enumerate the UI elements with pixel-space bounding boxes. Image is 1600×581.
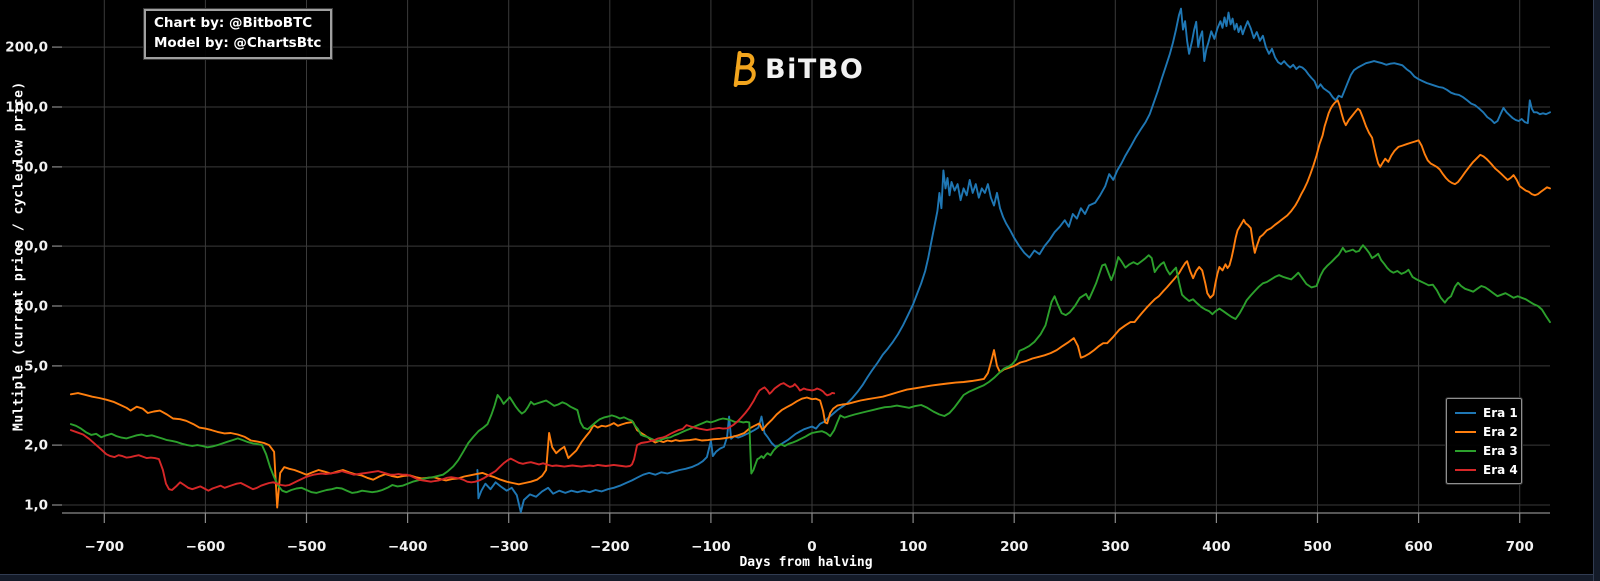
y-tick-label: 5,0 <box>24 358 48 374</box>
bitcoin-b-icon <box>731 50 757 88</box>
x-tick-label: −600 <box>186 539 226 555</box>
x-tick-label: 300 <box>1101 539 1129 555</box>
legend-item-era-4[interactable]: Era 4 <box>1455 463 1518 477</box>
series-line-era-3 <box>69 244 1551 494</box>
legend-label: Era 2 <box>1483 425 1518 439</box>
x-tick-label: 200 <box>1000 539 1028 555</box>
x-tick-label: −400 <box>388 539 428 555</box>
x-tick-label: 600 <box>1405 539 1433 555</box>
legend-item-era-1[interactable]: Era 1 <box>1455 406 1518 420</box>
x-tick-label: −300 <box>489 539 529 555</box>
legend-label: Era 4 <box>1483 463 1518 477</box>
x-tick-label: −100 <box>691 539 731 555</box>
legend-swatch <box>1455 412 1476 414</box>
x-tick-label: 400 <box>1202 539 1230 555</box>
window-bottom-edge <box>0 574 1600 581</box>
legend-swatch <box>1455 431 1476 433</box>
x-tick-label: 0 <box>807 539 816 555</box>
y-tick-label: 2,0 <box>24 438 48 454</box>
series-line-era-2 <box>69 99 1551 509</box>
y-tick-label: 20,0 <box>15 239 48 255</box>
legend-item-era-3[interactable]: Era 3 <box>1455 444 1518 458</box>
x-tick-label: 500 <box>1303 539 1331 555</box>
x-tick-label: 700 <box>1506 539 1534 555</box>
window-right-scrollbar[interactable] <box>1593 0 1600 581</box>
credit-line-model: Model by: @ChartsBtc <box>154 34 322 51</box>
legend-swatch <box>1455 469 1476 471</box>
series-line-era-1 <box>476 7 1551 514</box>
series-line-era-4 <box>69 382 836 492</box>
x-tick-label: −200 <box>590 539 630 555</box>
chart-legend: Era 1 Era 2 Era 3 Era 4 <box>1446 398 1522 484</box>
x-tick-label: 100 <box>899 539 927 555</box>
x-axis-title: Days from halving <box>739 555 873 570</box>
bitbo-logo-text: BiTBO <box>765 53 865 85</box>
legend-label: Era 3 <box>1483 444 1518 458</box>
legend-swatch <box>1455 450 1476 452</box>
x-tick-label: −500 <box>287 539 327 555</box>
y-tick-label: 1,0 <box>24 498 48 514</box>
credit-line-chart: Chart by: @BitboBTC <box>154 15 313 31</box>
legend-label: Era 1 <box>1483 406 1518 420</box>
legend-item-era-2[interactable]: Era 2 <box>1455 425 1518 439</box>
bitbo-logo: BiTBO <box>731 50 864 88</box>
y-axis-title: Multiple (current price / cycle low pric… <box>11 81 27 432</box>
credit-annotation-box: Chart by: @BitboBTC Model by: @ChartsBtc <box>144 9 333 60</box>
y-tick-label: 10,0 <box>15 299 48 315</box>
y-tick-label: 200,0 <box>5 40 48 56</box>
y-tick-label: 100,0 <box>5 100 48 116</box>
y-tick-label: 50,0 <box>15 159 48 175</box>
x-tick-label: −700 <box>85 539 125 555</box>
